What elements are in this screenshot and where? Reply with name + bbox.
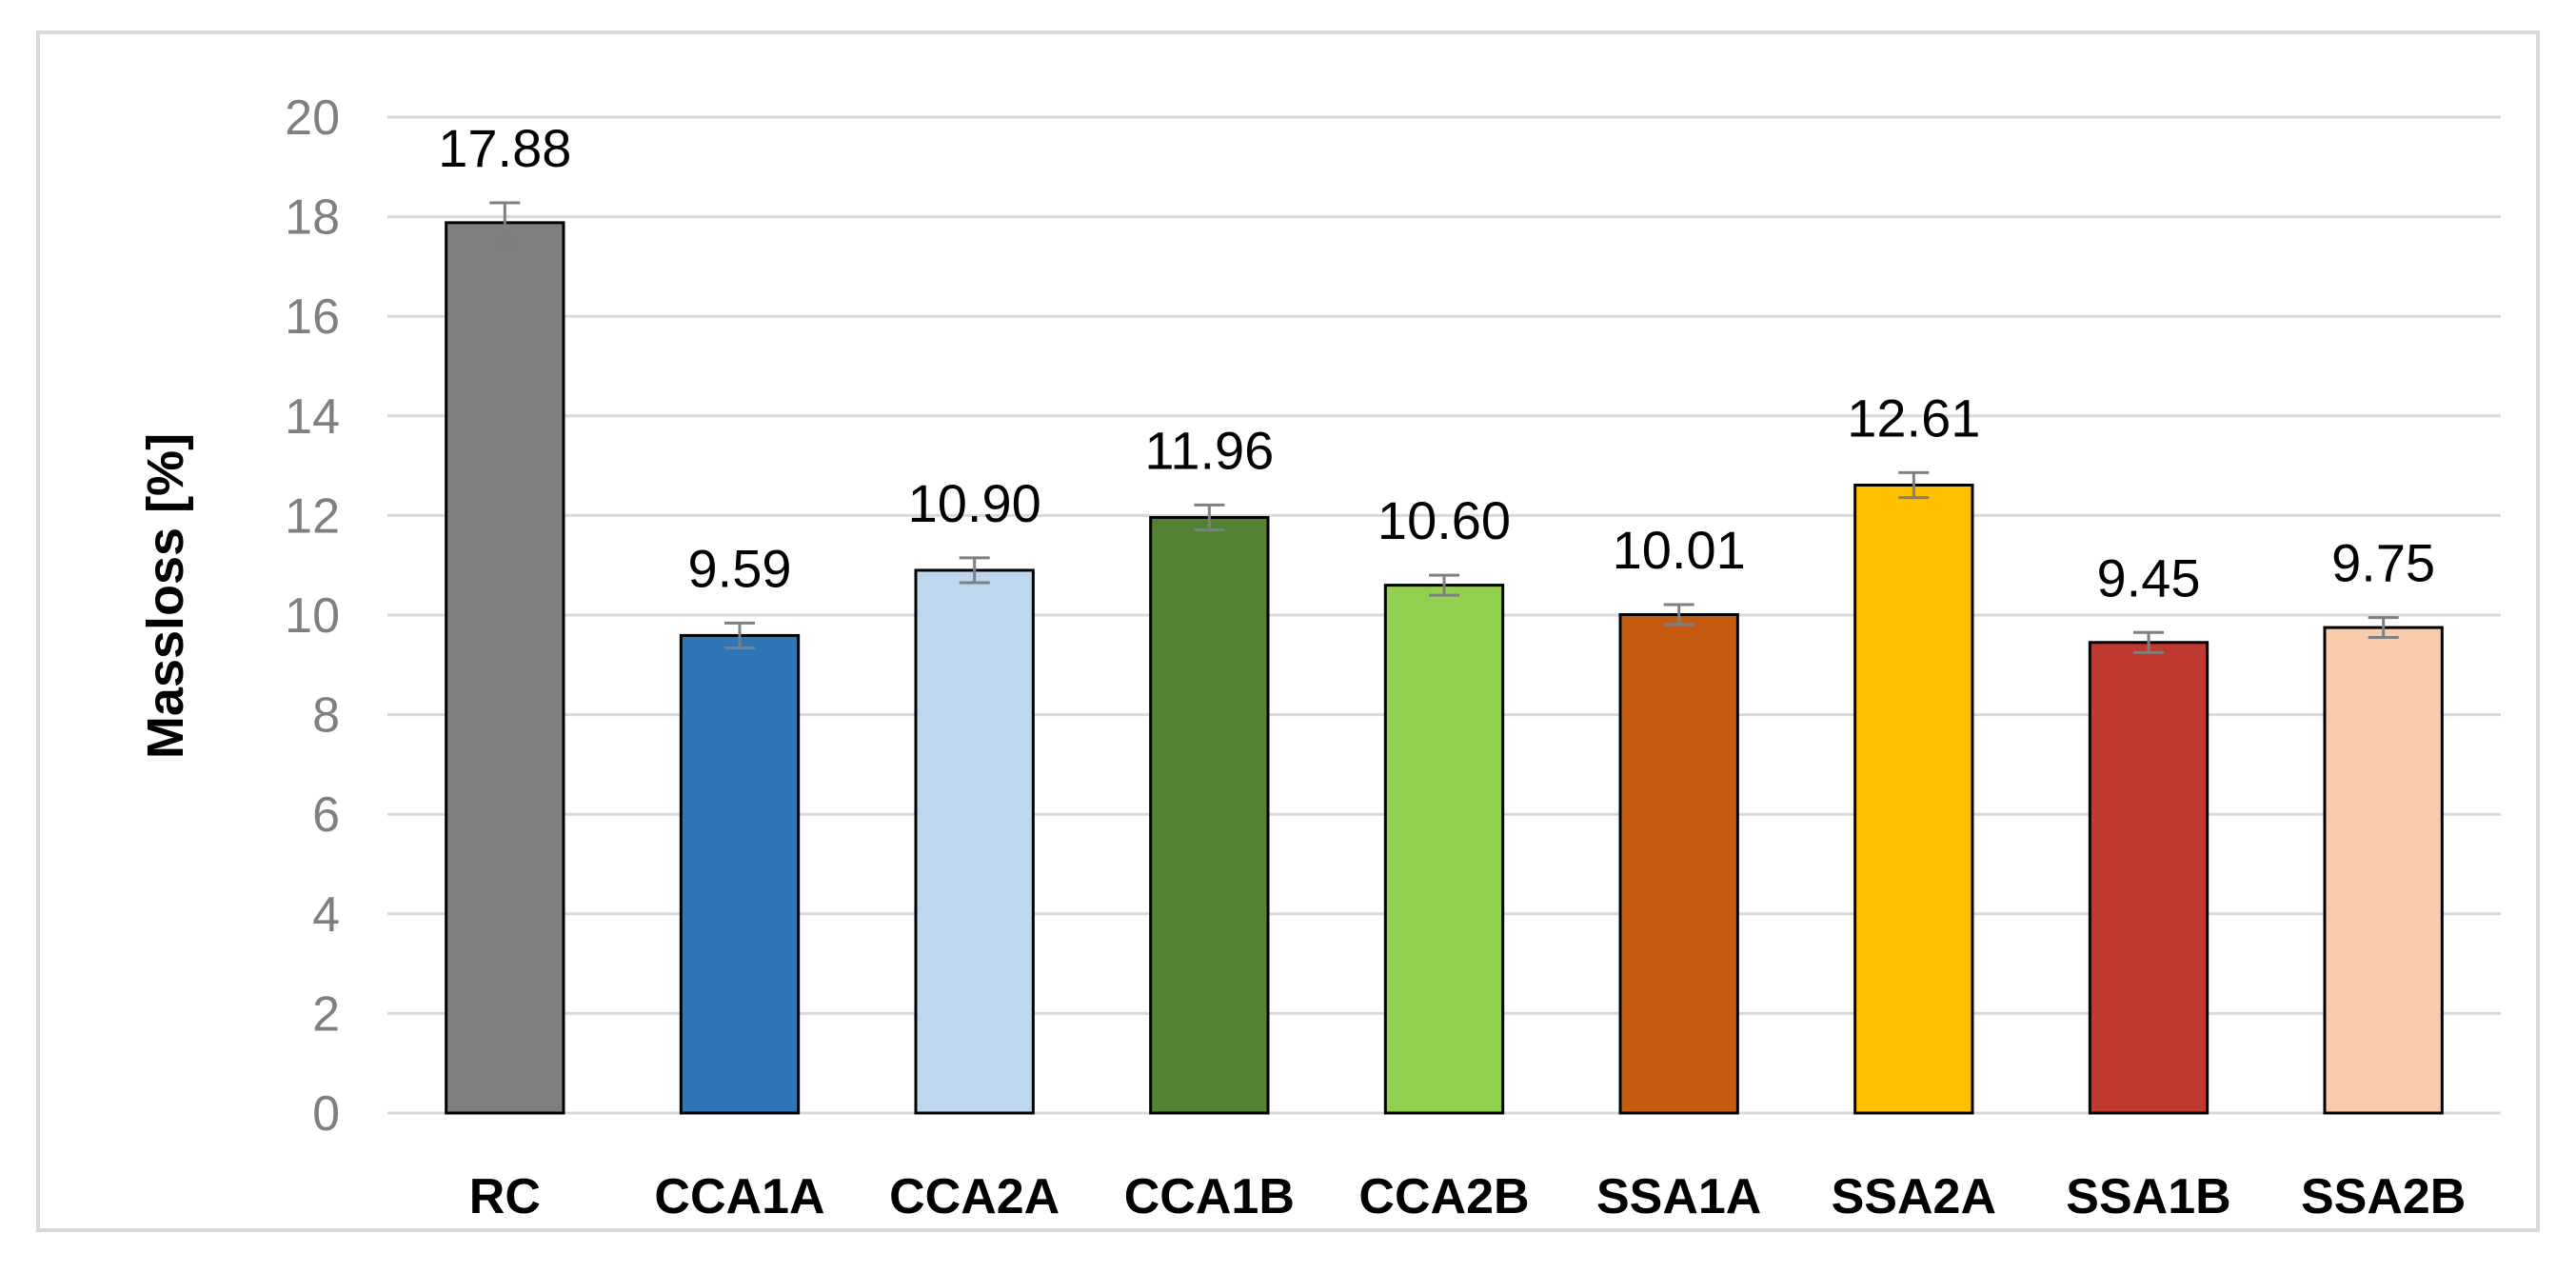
y-tick-label-10: 10 xyxy=(285,588,340,644)
error-bar-ssa2a xyxy=(1898,470,1930,500)
bar-ssa2a xyxy=(1853,483,1974,1115)
category-label-ssa2a: SSA2A xyxy=(1832,1169,1996,1224)
y-tick-label-2: 2 xyxy=(312,986,340,1042)
y-axis-ticks: 0 2 4 6 8 10 12 14 16 18 20 xyxy=(285,90,340,1142)
error-bar-ssa1b xyxy=(2133,630,2164,654)
bar-chart: 0 2 4 6 8 10 12 14 16 18 20 17.88 9.59 10.90 11.96 10.… xyxy=(137,90,2501,1224)
bar-cca2a xyxy=(914,568,1035,1115)
bar-cca1b xyxy=(1149,515,1270,1115)
error-bar-rc xyxy=(489,201,521,245)
data-labels: 17.88 9.59 10.90 11.96 10.60 10.01 12.61 9.45 9.… xyxy=(438,118,2435,607)
y-tick-label-18: 18 xyxy=(285,190,340,246)
bar-ssa2b xyxy=(2323,626,2444,1115)
bar-ssa1b xyxy=(2088,641,2209,1115)
data-label-cca1a: 9.59 xyxy=(688,538,792,598)
category-label-ssa1b: SSA1B xyxy=(2066,1169,2230,1224)
error-bar-ssa2b xyxy=(2368,616,2399,640)
y-tick-label-12: 12 xyxy=(285,488,340,544)
category-label-cca2b: CCA2B xyxy=(1358,1169,1529,1224)
error-bar-cca1a xyxy=(724,621,755,650)
data-label-ssa1a: 10.01 xyxy=(1613,520,1746,580)
y-tick-label-14: 14 xyxy=(285,389,340,445)
data-label-cca2a: 10.90 xyxy=(908,473,1041,533)
y-tick-label-6: 6 xyxy=(312,787,340,843)
bar-cca2b xyxy=(1383,584,1505,1115)
category-label-ssa1a: SSA1A xyxy=(1596,1169,1761,1224)
bar-rc xyxy=(445,221,565,1115)
category-label-rc: RC xyxy=(469,1169,541,1224)
y-tick-label-16: 16 xyxy=(285,289,340,345)
y-tick-label-0: 0 xyxy=(312,1086,340,1142)
category-label-cca1a: CCA1A xyxy=(654,1169,824,1224)
category-label-ssa2b: SSA2B xyxy=(2301,1169,2466,1224)
error-bars xyxy=(489,201,2399,654)
error-bar-ssa1a xyxy=(1663,603,1694,627)
error-bar-cca2a xyxy=(959,556,990,585)
y-tick-label-4: 4 xyxy=(312,887,340,943)
y-tick-label-20: 20 xyxy=(285,90,340,146)
category-label-cca1b: CCA1B xyxy=(1124,1169,1295,1224)
x-axis-categories: RC CCA1A CCA2A CCA1B CCA2B SSA1A SSA2A SSA1B SSA… xyxy=(469,1169,2467,1224)
data-label-ssa2a: 12.61 xyxy=(1847,388,1980,448)
category-label-cca2a: CCA2A xyxy=(889,1169,1060,1224)
data-label-cca1b: 11.96 xyxy=(1144,420,1274,480)
data-label-ssa2b: 9.75 xyxy=(2331,533,2435,593)
data-label-cca2b: 10.60 xyxy=(1377,490,1511,550)
bar-cca1a xyxy=(679,633,801,1115)
y-tick-label-8: 8 xyxy=(312,688,340,744)
chart-frame: 0 2 4 6 8 10 12 14 16 18 20 17.88 9.59 10.90 11.96 10.… xyxy=(36,30,2540,1232)
y-axis-label: Massloss [%] xyxy=(137,433,194,759)
data-label-ssa1b: 9.45 xyxy=(2097,547,2201,607)
bar-ssa1a xyxy=(1618,612,1739,1115)
error-bar-cca2b xyxy=(1429,573,1459,597)
data-label-rc: 17.88 xyxy=(438,118,571,178)
error-bar-cca1b xyxy=(1194,503,1225,532)
bars xyxy=(445,221,2444,1115)
